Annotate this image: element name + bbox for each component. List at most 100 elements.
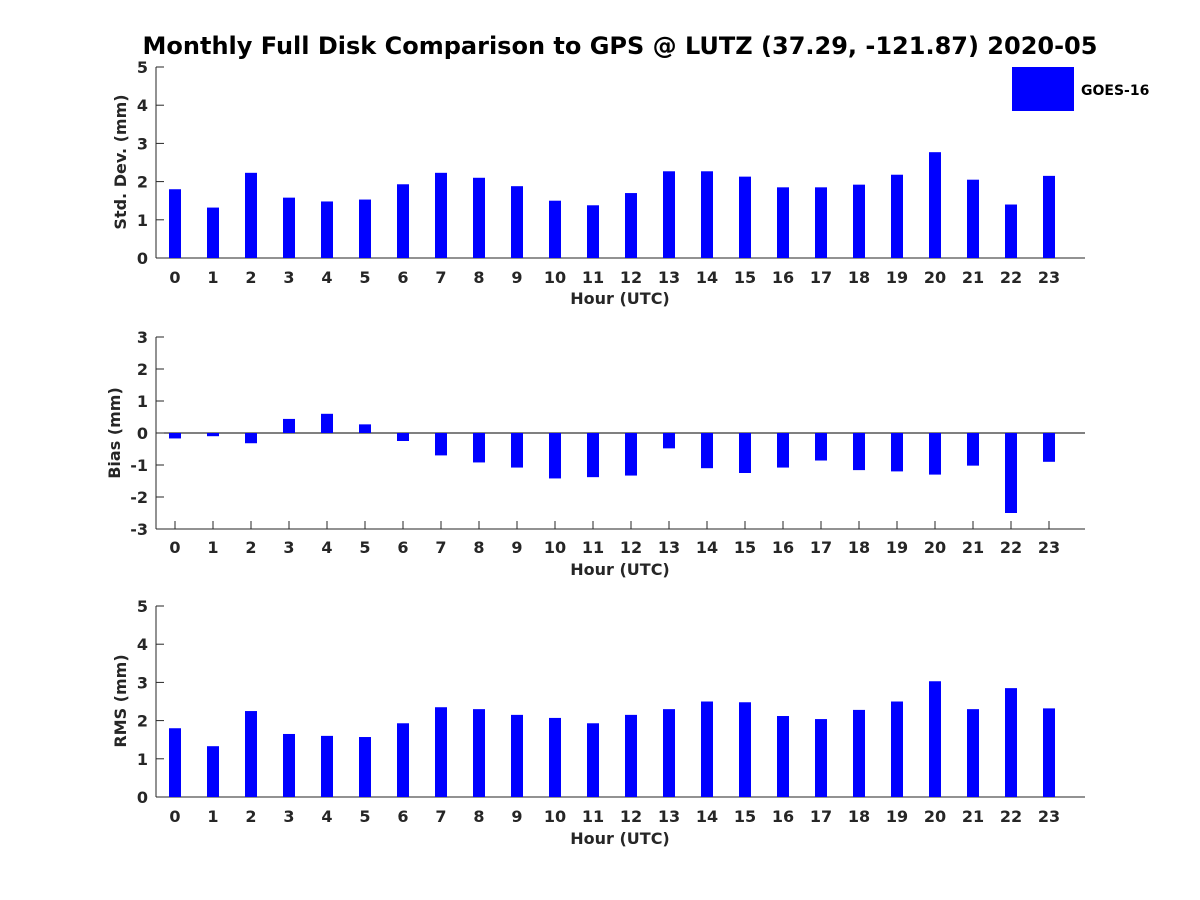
x-tick-label: 10 (544, 538, 566, 557)
x-tick-label: 9 (511, 538, 522, 557)
x-tick-label: 5 (359, 268, 370, 287)
bar (587, 723, 599, 797)
bar (853, 709, 865, 797)
x-tick-label: 6 (397, 268, 408, 287)
bar (397, 184, 409, 258)
x-tick-label: 0 (169, 538, 180, 557)
bar (929, 152, 941, 258)
x-tick-label: 15 (734, 807, 756, 826)
x-tick-label: 3 (283, 538, 294, 557)
x-tick-label: 3 (283, 268, 294, 287)
bar (815, 433, 827, 461)
bar (169, 189, 181, 258)
x-tick-label: 21 (962, 268, 984, 287)
x-tick-label: 15 (734, 268, 756, 287)
bar (359, 199, 371, 258)
bar (739, 702, 751, 797)
bar (663, 171, 675, 258)
x-tick-label: 19 (886, 807, 908, 826)
x-tick-label: 17 (810, 268, 832, 287)
bar (853, 184, 865, 258)
bar (397, 433, 409, 441)
legend: GOES-16 (1012, 67, 1149, 111)
bar (549, 717, 561, 797)
x-tick-label: 11 (582, 268, 604, 287)
x-tick-label: 18 (848, 807, 870, 826)
x-tick-label: 15 (734, 538, 756, 557)
x-axis-label: Hour (UTC) (570, 289, 670, 308)
bar (321, 413, 333, 433)
x-tick-label: 19 (886, 538, 908, 557)
bar (891, 174, 903, 258)
bar (701, 171, 713, 258)
x-tick-label: 13 (658, 807, 680, 826)
x-tick-label: 20 (924, 268, 946, 287)
bar (663, 709, 675, 797)
x-tick-label: 11 (582, 807, 604, 826)
bar (245, 433, 257, 444)
bar (929, 681, 941, 797)
bar (967, 433, 979, 466)
x-tick-label: 0 (169, 268, 180, 287)
x-tick-label: 9 (511, 268, 522, 287)
bar (967, 709, 979, 797)
y-tick-label: 4 (137, 96, 148, 115)
bar (207, 207, 219, 258)
x-tick-label: 23 (1038, 538, 1060, 557)
y-tick-label: 1 (137, 750, 148, 769)
x-tick-label: 18 (848, 268, 870, 287)
x-tick-label: 7 (435, 538, 446, 557)
bar (169, 433, 181, 439)
y-tick-label: 5 (137, 58, 148, 77)
x-tick-label: 6 (397, 807, 408, 826)
x-tick-label: 6 (397, 538, 408, 557)
bar (587, 433, 599, 478)
y-tick-label: 1 (137, 211, 148, 230)
bar (283, 733, 295, 797)
x-tick-label: 16 (772, 268, 794, 287)
bar (891, 433, 903, 472)
x-axis-label: Hour (UTC) (570, 829, 670, 848)
bar (435, 433, 447, 456)
y-axis-label: Std. Dev. (mm) (111, 94, 130, 229)
bar (853, 433, 865, 471)
y-tick-label: 0 (137, 424, 148, 443)
x-tick-label: 22 (1000, 538, 1022, 557)
bar (815, 187, 827, 258)
x-tick-label: 2 (245, 538, 256, 557)
bar (739, 176, 751, 258)
x-tick-label: 8 (473, 268, 484, 287)
x-tick-label: 1 (207, 538, 218, 557)
x-tick-label: 1 (207, 268, 218, 287)
bar (283, 197, 295, 258)
y-tick-label: 2 (137, 712, 148, 731)
x-tick-label: 16 (772, 807, 794, 826)
y-tick-label: 2 (137, 360, 148, 379)
bar (473, 177, 485, 258)
bar (511, 714, 523, 797)
bar (321, 735, 333, 797)
bar (321, 201, 333, 258)
bar (739, 433, 751, 473)
x-tick-label: 10 (544, 268, 566, 287)
x-axis-label: Hour (UTC) (570, 560, 670, 579)
x-tick-label: 17 (810, 807, 832, 826)
bar (701, 701, 713, 797)
y-tick-label: -2 (130, 488, 148, 507)
bar (929, 433, 941, 475)
bar (435, 707, 447, 797)
x-tick-label: 2 (245, 807, 256, 826)
y-tick-label: 0 (137, 249, 148, 268)
bar (473, 433, 485, 463)
bar (625, 714, 637, 797)
bar (777, 716, 789, 797)
bar (1043, 175, 1055, 258)
x-tick-label: 7 (435, 268, 446, 287)
x-tick-label: 20 (924, 538, 946, 557)
y-tick-label: 2 (137, 173, 148, 192)
bar (511, 433, 523, 468)
x-tick-label: 14 (696, 807, 718, 826)
y-tick-label: 5 (137, 597, 148, 616)
